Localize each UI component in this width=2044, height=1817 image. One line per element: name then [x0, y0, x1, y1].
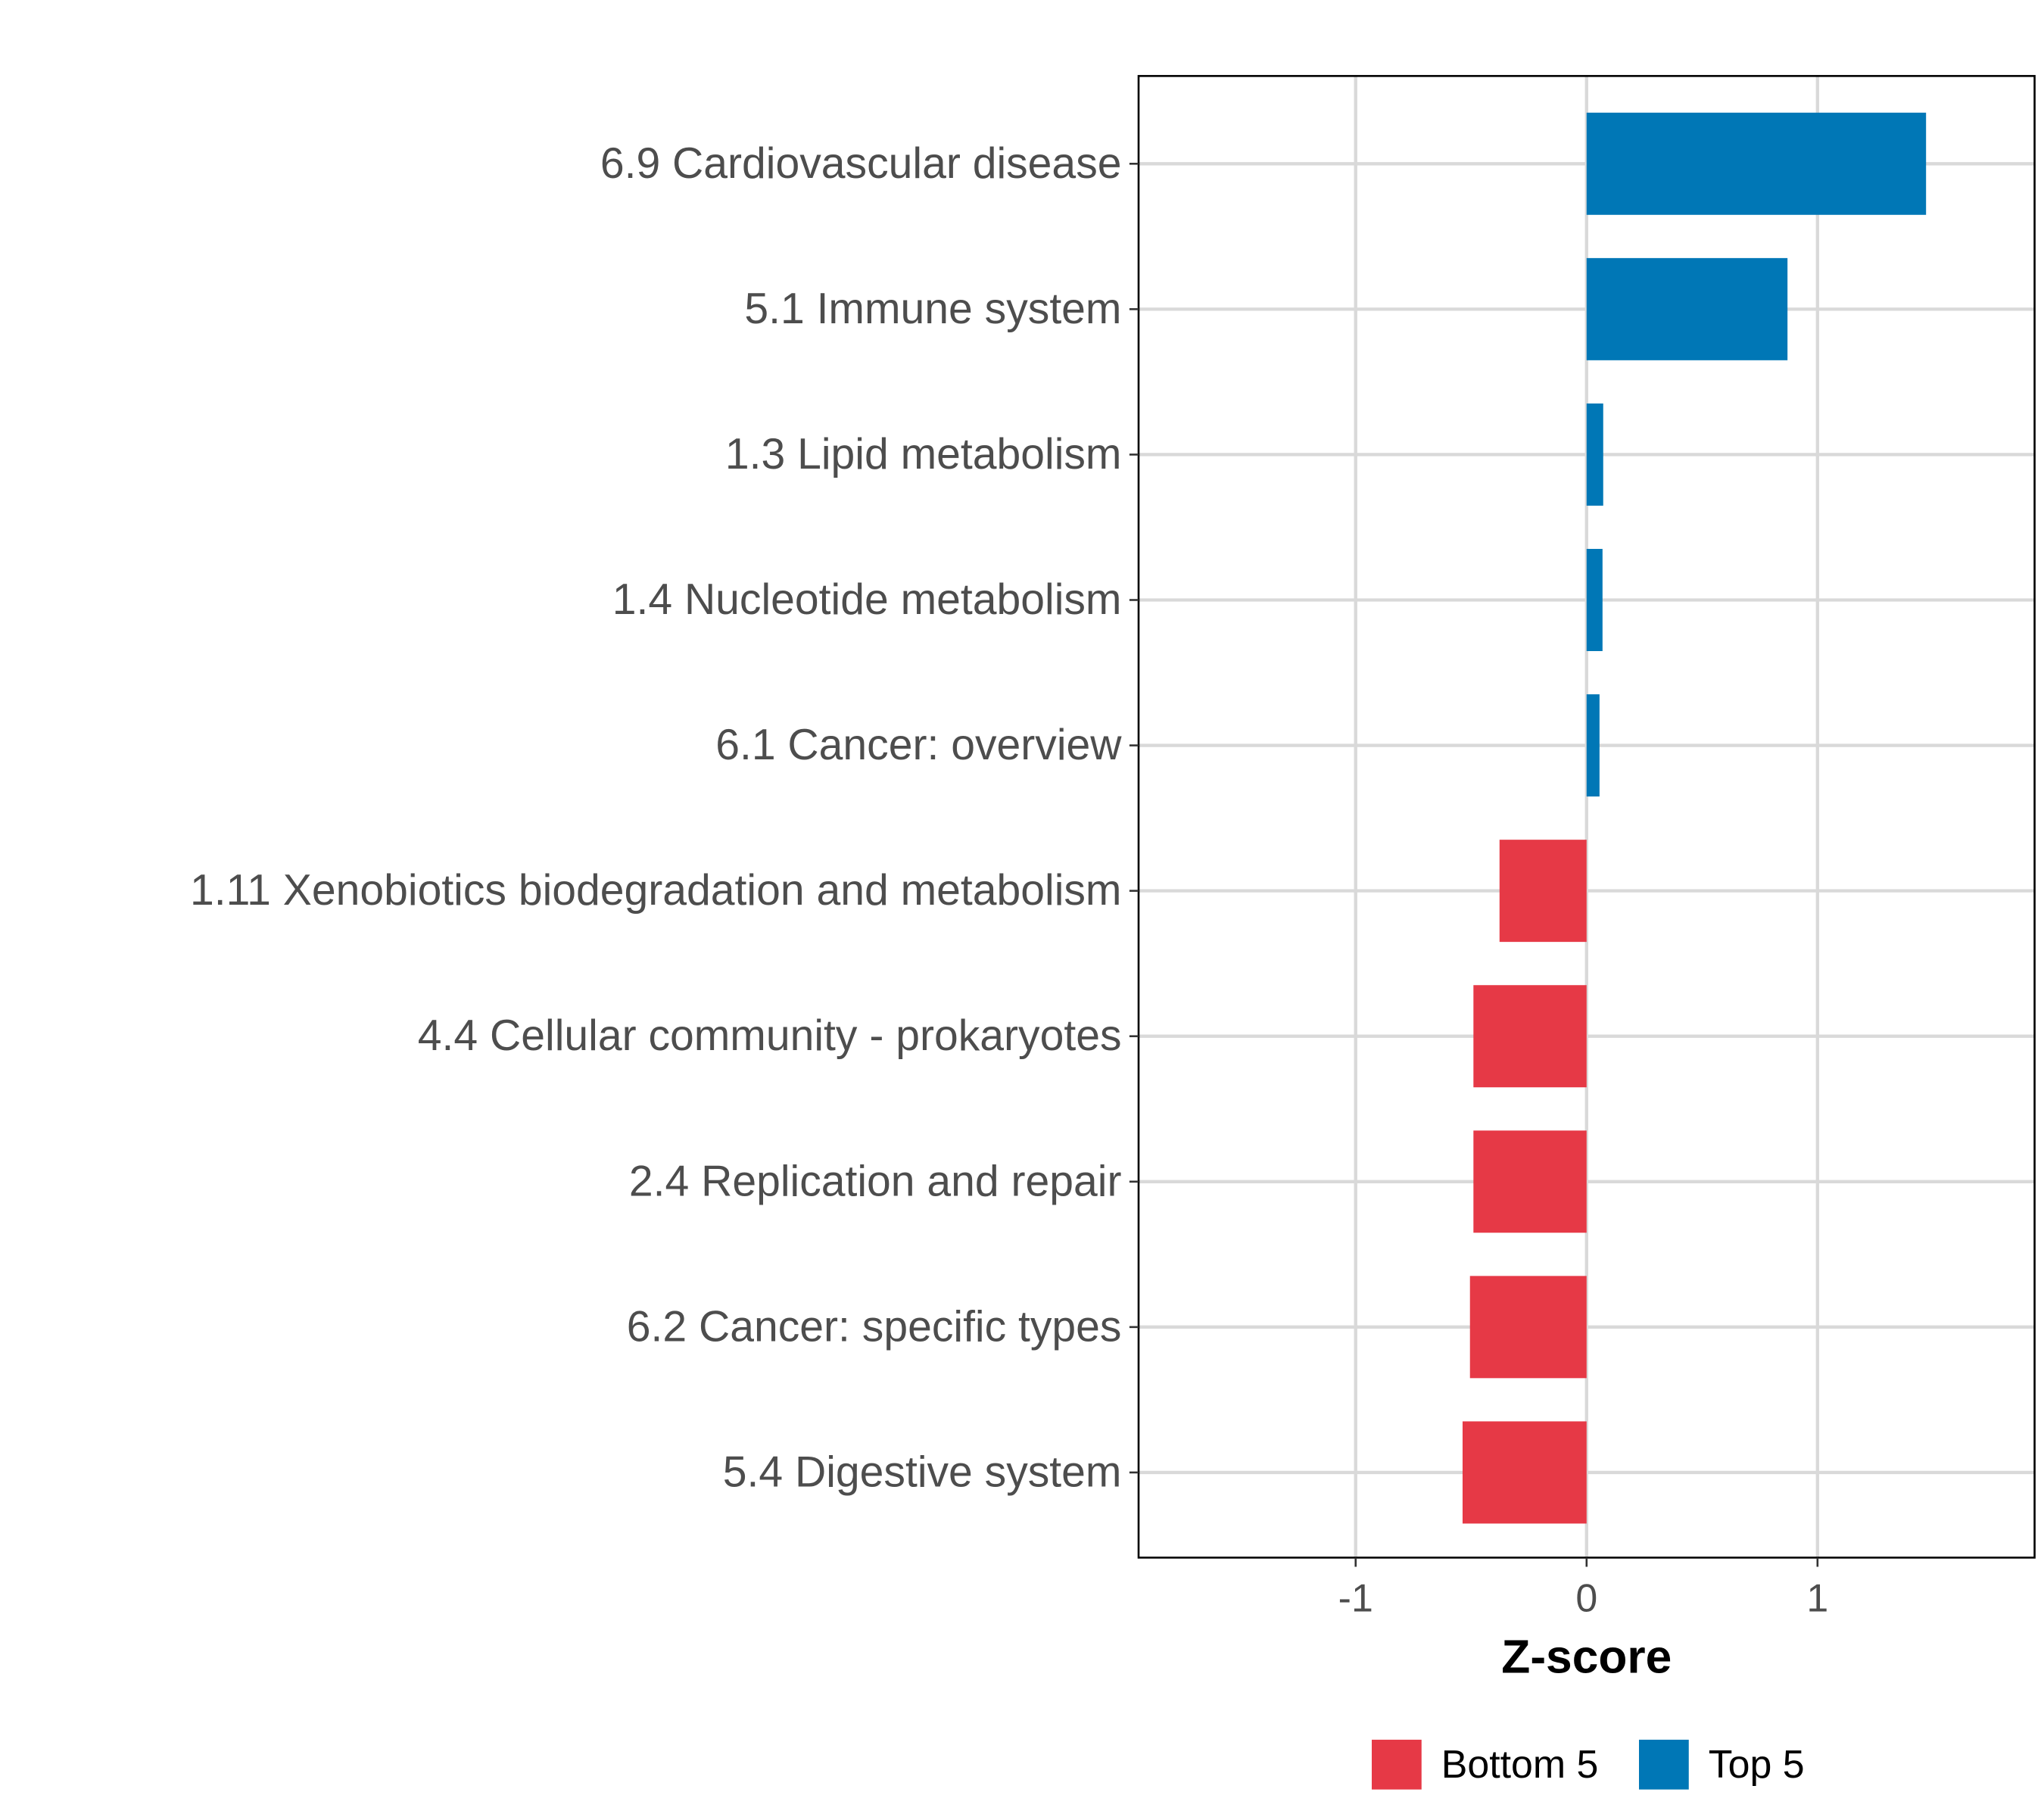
legend-label: Top 5 [1709, 1743, 1805, 1787]
legend-label: Bottom 5 [1441, 1743, 1599, 1787]
bar [1586, 112, 1927, 215]
y-tick-label: 4.4 Cellular community - prokaryotes [418, 1011, 1122, 1060]
y-tick-label: 1.11 Xenobiotics biodegradation and meta… [190, 866, 1121, 915]
bar [1586, 549, 1603, 651]
bar [1586, 257, 1788, 360]
legend-swatch [1638, 1739, 1689, 1790]
x-tick-label: -1 [1338, 1576, 1373, 1620]
y-tick-label: 5.1 Immune system [744, 285, 1121, 333]
bar [1586, 694, 1600, 797]
x-tick-label: 1 [1806, 1576, 1828, 1620]
y-tick-label: 5.4 Digestive system [723, 1448, 1122, 1496]
bar [1586, 403, 1603, 506]
y-tick-label: 2.4 Replication and repair [629, 1157, 1122, 1205]
y-tick-label: 6.2 Cancer: specific types [627, 1302, 1122, 1351]
bar [1469, 1276, 1587, 1379]
legend-swatch [1372, 1739, 1422, 1790]
bars [1462, 112, 1927, 1524]
y-axis-labels: 6.9 Cardiovascular disease 5.1 Immune sys… [190, 139, 1139, 1496]
bar [1473, 1130, 1587, 1233]
x-axis-title: Z-score [1501, 1632, 1672, 1684]
bar [1462, 1421, 1587, 1524]
y-tick-label: 1.4 Nucleotide metabolism [612, 575, 1122, 624]
bar [1499, 840, 1587, 943]
bar [1473, 985, 1587, 1088]
legend: Bottom 5 Top 5 [1372, 1739, 1805, 1790]
y-tick-label: 6.1 Cancer: overview [715, 721, 1122, 769]
y-tick-label: 1.3 Lipid metabolism [725, 430, 1122, 478]
x-axis-ticks: -1 0 1 [1338, 1557, 1828, 1620]
y-tick-label: 6.9 Cardiovascular disease [600, 139, 1122, 188]
x-tick-label: 0 [1575, 1576, 1597, 1620]
